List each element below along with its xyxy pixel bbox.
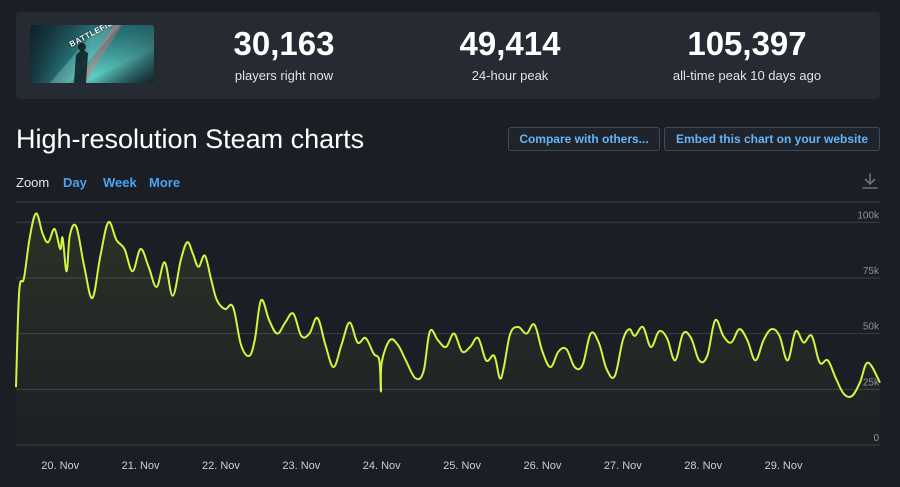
zoom-day-link[interactable]: Day <box>63 175 87 190</box>
x-tick-label: 26. Nov <box>523 460 561 472</box>
y-tick-label: 0 <box>873 433 879 444</box>
download-icon[interactable] <box>860 171 880 191</box>
x-tick-label: 27. Nov <box>604 460 642 472</box>
x-tick-label: 29. Nov <box>765 460 803 472</box>
x-tick-label: 21. Nov <box>122 460 160 472</box>
alltime-peak-label: all-time peak 10 days ago <box>672 68 822 83</box>
x-tick-label: 25. Nov <box>443 460 481 472</box>
game-banner[interactable]: BATTLEFIELD <box>30 25 154 83</box>
peak-24h-value: 49,414 <box>459 25 561 62</box>
y-tick-label: 75k <box>863 266 880 277</box>
stat-current: 30,163 players right now <box>194 26 374 84</box>
zoom-label: Zoom <box>16 175 50 190</box>
x-tick-label: 28. Nov <box>684 460 722 472</box>
y-tick-label: 50k <box>863 322 880 333</box>
zoom-week-link[interactable]: Week <box>103 175 137 190</box>
stats-panel: BATTLEFIELD 30,163 players right now 49,… <box>16 12 880 99</box>
peak-24h-label: 24-hour peak <box>471 68 549 83</box>
series-line <box>15 212 881 399</box>
y-tick-label: 25k <box>863 377 880 388</box>
current-players-value: 30,163 <box>233 25 335 62</box>
game-banner-art <box>30 25 154 83</box>
alltime-peak-value: 105,397 <box>687 25 807 62</box>
stat-alltime-peak: 105,397 all-time peak 10 days ago <box>642 26 852 84</box>
player-count-chart: 0 25k 50k 75k 100k 20. Nov 21. Nov 22. Nov 23. … <box>15 201 881 472</box>
page-title: High-resolution Steam charts <box>16 124 365 154</box>
stat-24h-peak: 49,414 24-hour peak <box>420 26 600 84</box>
zoom-more-link[interactable]: More <box>149 175 181 190</box>
x-tick-label: 20. Nov <box>41 460 79 472</box>
y-tick-label: 100k <box>857 210 880 221</box>
x-tick-label: 23. Nov <box>282 460 320 472</box>
compare-button[interactable]: Compare with others... <box>508 127 660 151</box>
current-players-label: players right now <box>234 68 334 83</box>
x-tick-label: 22. Nov <box>202 460 240 472</box>
x-tick-label: 24. Nov <box>363 460 401 472</box>
embed-button[interactable]: Embed this chart on your website <box>664 127 880 151</box>
series-area <box>16 213 880 445</box>
